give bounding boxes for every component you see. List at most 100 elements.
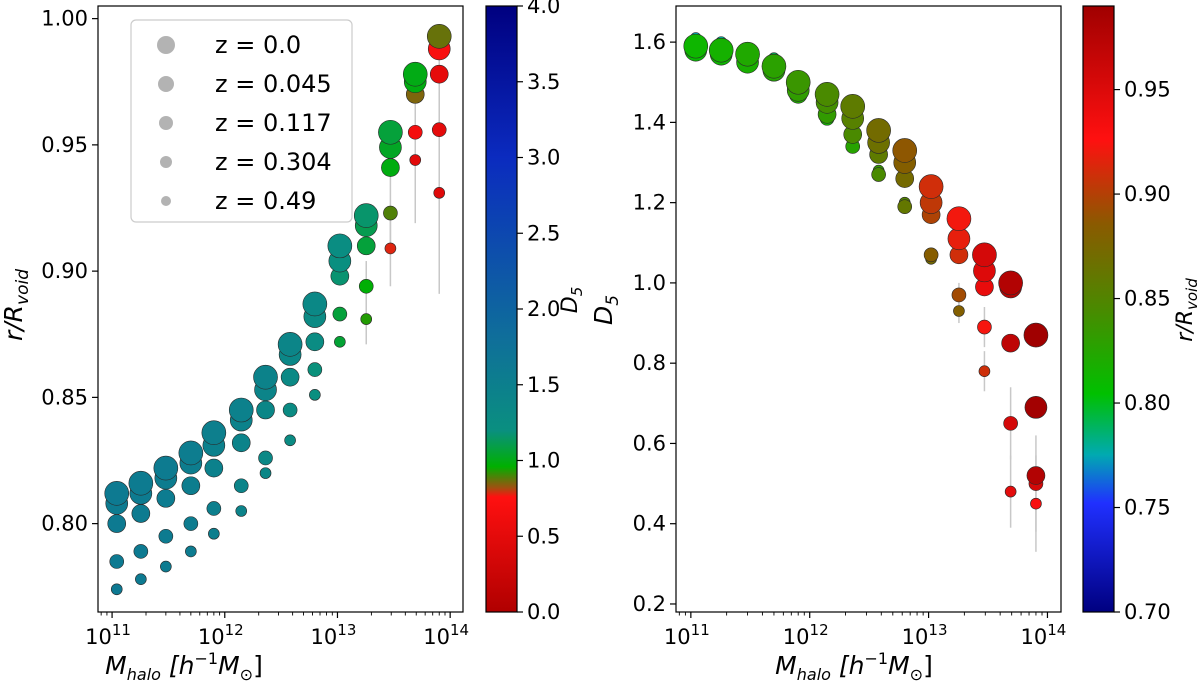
right-error-bars [958,282,1037,552]
left-data-point [178,440,204,466]
left-data-point [431,122,447,138]
right-data-point [1024,396,1048,419]
right-colorbar-frame [1082,5,1115,613]
left-data-point [332,306,348,322]
left-data-point [378,119,403,145]
right-data-point [923,247,939,263]
right-colorbar-tick-label: 0.85 [1124,287,1171,311]
right-data-point [1003,416,1018,431]
left-data-point [334,336,346,348]
left-data-point [302,291,328,317]
right-y-tick-label: 0.8 [633,351,666,375]
right-data-point [998,270,1023,296]
left-data-point [433,187,446,199]
left-colorbar-tick-label: 2.5 [527,221,560,245]
right-data-point [735,41,760,67]
legend-marker [161,196,171,206]
right-data-point [951,287,967,303]
left-data-point [153,455,179,481]
left-data-point [231,433,251,453]
left-colorbar-tick-label: 2.0 [527,297,560,321]
right-y-tick-label: 1.2 [633,191,666,215]
right-y-tick-label: 1.6 [633,30,666,54]
right-x-tick-label: 1013 [902,621,948,649]
left-data-point [284,434,296,447]
left-data-point [156,489,176,508]
right-data-point [840,94,866,119]
left-data-point [307,362,323,377]
legend-marker [157,36,175,54]
left-data-point [356,236,376,256]
left-data-point [358,278,374,294]
right-data-point [972,242,997,268]
left-data-point [158,528,174,544]
right-y-tick-label: 0.6 [633,431,666,455]
right-data-point [1023,322,1049,348]
right-x-tick-label: 1012 [783,621,829,649]
left-data-point [258,450,273,466]
left-x-tick-label: 1013 [311,621,357,649]
right-y-tick-label: 0.4 [633,512,666,536]
left-y-tick-label: 0.80 [41,512,88,536]
left-data-point [233,478,249,494]
right-y-tick-label: 1.0 [633,271,666,295]
left-panel: 0.80 0.85 0.90 0.95 1.00 1011 1012 1013 1014 z … [0,0,586,684]
left-x-tick-label: 1014 [423,621,469,649]
right-colorbar-tick-label: 0.70 [1124,600,1171,624]
left-data-point [256,400,275,420]
right-colorbar-tick-label: 0.80 [1124,391,1171,415]
right-data-point [1001,333,1020,353]
legend-marker [160,156,172,168]
right-data-point [1026,466,1046,485]
right-data-point [977,319,992,335]
right-data-point [871,167,886,182]
left-data-point [128,470,154,496]
left-data-point [253,364,278,390]
left-colorbar-tick-label: 0.5 [527,524,560,548]
left-data-point [384,242,397,255]
left-colorbar-ticks: 0.0 0.5 1.0 1.5 2.0 2.5 3.0 3.5 4.0 [517,0,560,624]
legend-label: z = 0.0 [215,31,301,59]
left-colorbar-label: D5 [558,287,586,314]
right-y-axis-label: D5 [589,295,623,325]
left-data-point [133,544,149,559]
right-data-point [866,118,891,143]
legend-entries: z = 0.0 z = 0.045 z = 0.117 z = 0.304 z = 0.… [157,31,332,215]
right-data-point [897,199,913,214]
left-data-point [110,583,123,596]
left-x-axis-label: Mhalo [h−1M⊙] [105,649,263,684]
left-colorbar-tick-label: 0.0 [527,600,560,624]
left-colorbar-tick-label: 1.0 [527,449,560,473]
left-data-point [327,233,353,259]
left-data-point [282,402,298,418]
legend-label: z = 0.117 [215,109,332,137]
left-data-point [277,332,303,357]
left-data-point [135,573,147,585]
right-panel: 0.20.40.60.81.01.21.41.6 1011 1012 1013 101… [589,5,1200,684]
left-data-point [280,367,300,387]
left-data-point [429,64,449,84]
right-colorbar-tick-label: 0.90 [1124,182,1171,206]
left-plot-frame [97,5,464,613]
left-y-axis-label: r/Rvoid [0,269,33,341]
left-legend: z = 0.0 z = 0.045 z = 0.117 z = 0.304 z = 0.… [130,19,353,223]
right-y-ticks: 0.2 0.4 0.6 0.8 1.0 1.2 1.4 1.6 [633,30,676,616]
right-colorbar-ticks: 0.70 0.75 0.80 0.85 0.90 0.95 [1114,78,1171,624]
left-x-tick-label: 1011 [85,621,131,649]
left-y-tick-label: 1.00 [41,7,88,31]
legend-marker [158,76,174,92]
left-data-point [360,313,373,325]
right-data-point [947,227,971,251]
left-y-tick-label: 0.95 [41,133,88,157]
right-data-point [978,365,991,378]
left-colorbar [486,6,517,612]
legend-box [130,19,353,223]
left-data-point [131,504,151,523]
left-colorbar-tick-label: 3.5 [527,70,560,94]
left-data-point [204,458,224,478]
right-data-point [892,138,918,163]
left-data-point [183,516,199,531]
left-data-point [228,397,254,423]
left-data-point [381,158,400,177]
left-data-point [107,514,127,533]
